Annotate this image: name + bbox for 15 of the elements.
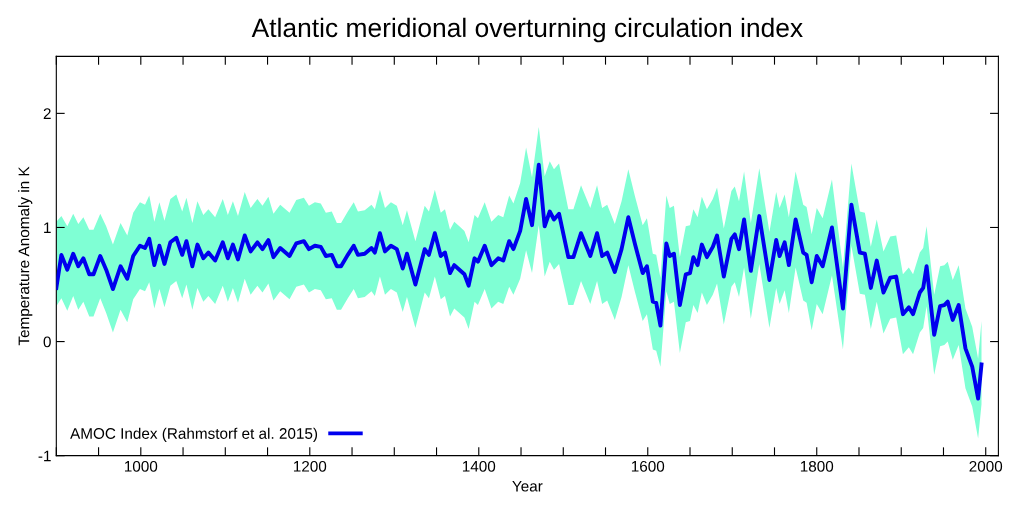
x-tick-label: 1000 bbox=[124, 460, 158, 472]
y-tick-label: 0 bbox=[43, 336, 51, 348]
x-tick-label: 1400 bbox=[462, 460, 496, 472]
legend-label: AMOC Index (Rahmstorf et al. 2015) bbox=[70, 427, 318, 442]
chart-title: Atlantic meridional overturning circulation index bbox=[251, 17, 803, 43]
x-tick-label: 1800 bbox=[800, 460, 834, 472]
y-tick-label: -1 bbox=[38, 450, 51, 462]
y-tick-label: 1 bbox=[44, 222, 51, 234]
x-tick-label: 1600 bbox=[631, 460, 665, 472]
x-axis-title: Year bbox=[512, 480, 543, 492]
x-tick-label: 2000 bbox=[969, 460, 1003, 472]
y-axis-title: Temperature Anomaly in K bbox=[18, 166, 33, 346]
x-tick-label: 1200 bbox=[293, 460, 327, 472]
line-series bbox=[56, 162, 984, 401]
y-tick-label: 2 bbox=[43, 108, 51, 119]
